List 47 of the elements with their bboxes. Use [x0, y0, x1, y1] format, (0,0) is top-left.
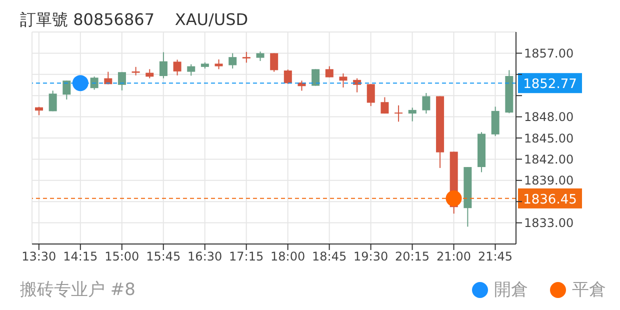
candlestick — [173, 59, 182, 76]
candlestick — [48, 90, 57, 112]
candlestick — [62, 80, 71, 100]
candlestick — [408, 107, 416, 122]
candlestick — [284, 69, 292, 84]
candlestick — [90, 76, 98, 90]
x-tick-label: 18:45 — [312, 250, 347, 264]
ref-line-label: 1852.77 — [523, 77, 577, 92]
y-tick-label: 1845.00 — [524, 131, 574, 146]
candlestick — [380, 96, 389, 114]
x-tick-label: 17:15 — [229, 250, 264, 264]
candlestick — [159, 52, 168, 79]
candlestick — [214, 58, 223, 70]
text: 搬砖专业户 #8 — [20, 279, 136, 301]
x-tick-label: 16:30 — [188, 250, 222, 264]
x-tick-label: 13:30 — [22, 250, 56, 264]
x-tick-label: 15:00 — [104, 250, 140, 264]
candlestick — [242, 51, 250, 64]
candlestick — [118, 72, 126, 91]
x-tick-label: 19:30 — [354, 250, 388, 264]
candlestick — [312, 68, 320, 86]
candlestick — [394, 104, 403, 122]
y-tick-label: 1833.00 — [524, 216, 574, 230]
y-tick-label: 1839.00 — [524, 174, 574, 188]
candlestick — [228, 52, 237, 70]
x-tick-label: 21:45 — [478, 250, 513, 264]
candlestick — [366, 84, 375, 107]
ref-line-label: 1836.45 — [523, 192, 577, 208]
candlestick — [339, 72, 348, 88]
candlestick — [325, 66, 334, 78]
legend-label: 平倉 — [572, 279, 606, 301]
x-tick-label: 21:00 — [436, 250, 472, 264]
y-tick-label: 1842.00 — [524, 152, 574, 166]
candlestick — [256, 51, 264, 62]
chart-title: 訂單號 80856867 XAU/USD — [20, 10, 248, 31]
x-tick-label: 18:00 — [270, 250, 306, 264]
x-tick-label: 15:45 — [146, 250, 181, 264]
candlestick — [187, 64, 196, 76]
candlestick — [422, 92, 430, 114]
candlestick — [146, 68, 154, 79]
y-tick-label: 1857.00 — [524, 46, 574, 60]
legend-label: 開倉 — [494, 279, 528, 301]
x-tick-label: 20:15 — [394, 250, 430, 264]
candlestick — [270, 52, 278, 72]
x-tick-label: 14:15 — [63, 250, 98, 264]
candlestick — [491, 106, 500, 137]
y-tick-label: 1848.00 — [524, 110, 574, 124]
